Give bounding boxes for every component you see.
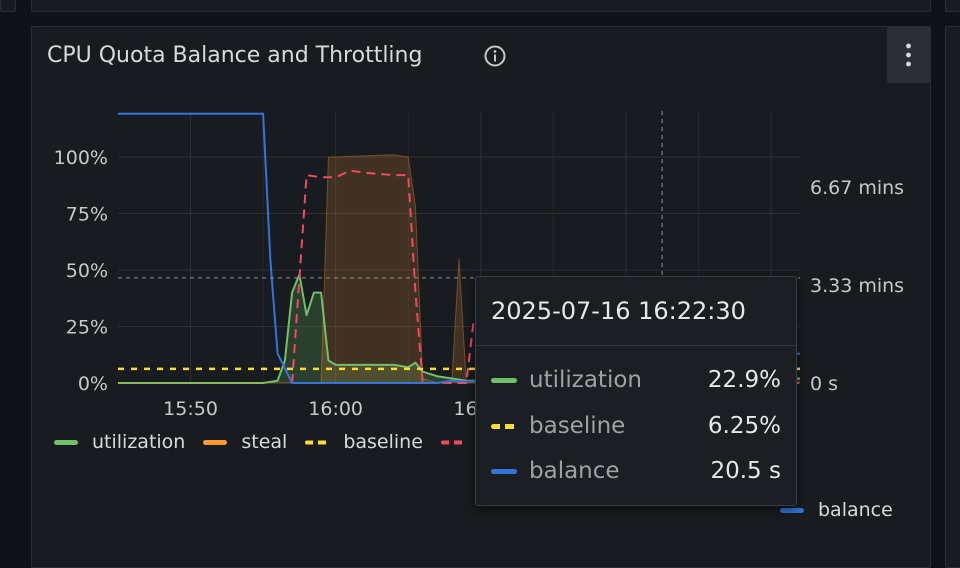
- tooltip-row-utilization: utilization 22.9%: [491, 365, 781, 395]
- legend-item-baseline[interactable]: baseline: [305, 431, 423, 453]
- tooltip-label: balance: [529, 458, 620, 484]
- legend-item-throttled[interactable]: [440, 440, 479, 445]
- y-left-tick-label: 25%: [66, 317, 108, 339]
- area-utilization: [118, 274, 800, 383]
- y-left-tick-label: 50%: [66, 260, 108, 282]
- top-left-panel: [0, 0, 16, 12]
- area-steal: [118, 154, 800, 383]
- grid: [118, 111, 800, 384]
- legend-swatch: [54, 439, 78, 445]
- top-center-panel: [31, 0, 931, 12]
- tooltip-label: utilization: [529, 367, 642, 393]
- top-right-panel: [945, 0, 960, 12]
- tooltip-label: baseline: [529, 413, 626, 439]
- panel-title: CPU Quota Balance and Throttling: [47, 43, 423, 68]
- tooltip-row-balance: balance 20.5 s: [491, 456, 781, 486]
- panel-menu-button[interactable]: [887, 27, 930, 83]
- legend-item-utilization[interactable]: utilization: [54, 431, 185, 453]
- tooltip: 2025-07-16 16:22:30 utilization 22.9% ba…: [475, 276, 797, 506]
- y-left-tick-label: 75%: [66, 204, 108, 226]
- y-right-tick-label: 6.67 mins: [810, 177, 904, 199]
- legend-item-balance[interactable]: balance: [780, 499, 893, 521]
- tooltip-swatch: [491, 423, 517, 429]
- legend: utilization steal baseline: [54, 431, 497, 453]
- x-tick-label: 16:00: [308, 398, 363, 420]
- tooltip-row-baseline: baseline 6.25%: [491, 411, 781, 441]
- y-right-tick-label: 0 s: [810, 373, 838, 395]
- y-right-tick-label: 3.33 mins: [810, 275, 904, 297]
- more-vertical-icon: [906, 43, 911, 67]
- legend-swatch: [203, 439, 228, 445]
- legend-swatch: [780, 507, 804, 513]
- series-areas: [118, 154, 800, 383]
- x-tick-label: 15:50: [163, 398, 218, 420]
- tooltip-value: 22.9%: [707, 367, 781, 393]
- tooltip-divider: [476, 345, 796, 346]
- tooltip-time: 2025-07-16 16:22:30: [491, 297, 746, 325]
- y-left-tick-label: 0%: [78, 373, 108, 395]
- right-panel: [945, 26, 960, 568]
- legend-label: utilization: [92, 431, 186, 453]
- series-line-steal: [118, 154, 800, 384]
- tooltip-value: 6.25%: [707, 413, 781, 439]
- legend-swatch: [440, 440, 465, 444]
- legend-swatch: [305, 440, 330, 444]
- legend-label: baseline: [343, 431, 423, 453]
- tooltip-value: 20.5 s: [710, 458, 781, 484]
- tooltip-swatch: [491, 377, 517, 383]
- y-left-tick-label: 100%: [54, 147, 108, 169]
- legend-item-steal[interactable]: steal: [203, 431, 287, 453]
- tooltip-swatch: [491, 468, 517, 474]
- info-icon[interactable]: [484, 45, 506, 67]
- legend-label: steal: [241, 431, 288, 453]
- legend-label: balance: [818, 499, 893, 521]
